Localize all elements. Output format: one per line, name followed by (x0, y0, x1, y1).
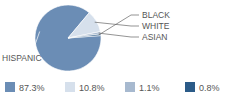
legend-label: 87.3% (19, 83, 45, 93)
legend-swatch (125, 82, 135, 92)
slice-label: WHITE (142, 21, 170, 31)
pie-slice (68, 32, 101, 38)
legend-label: 10.8% (79, 83, 105, 93)
pie-slice (68, 13, 100, 38)
slices (35, 5, 101, 71)
pie-slice (35, 5, 101, 71)
chart: HISPANIC WHITEASIAN BLACK 87.3% 10.8% 1.1% 0.8… (0, 0, 240, 100)
pie-slice (68, 34, 101, 38)
slice-label: BLACK (142, 10, 170, 20)
legend-swatch (65, 82, 75, 92)
legend-swatch (185, 82, 195, 92)
slice-labels: HISPANIC WHITEASIAN BLACK (2, 10, 170, 63)
leader-line (99, 33, 139, 37)
slice-label: ASIAN (142, 32, 168, 42)
legend: 87.3% 10.8% 1.1% 0.8% (5, 82, 220, 93)
legend-label: 0.8% (199, 83, 220, 93)
legend-label: 1.1% (139, 83, 160, 93)
leader-line (99, 15, 139, 35)
slice-label: HISPANIC (2, 53, 42, 63)
legend-swatch (5, 82, 15, 92)
